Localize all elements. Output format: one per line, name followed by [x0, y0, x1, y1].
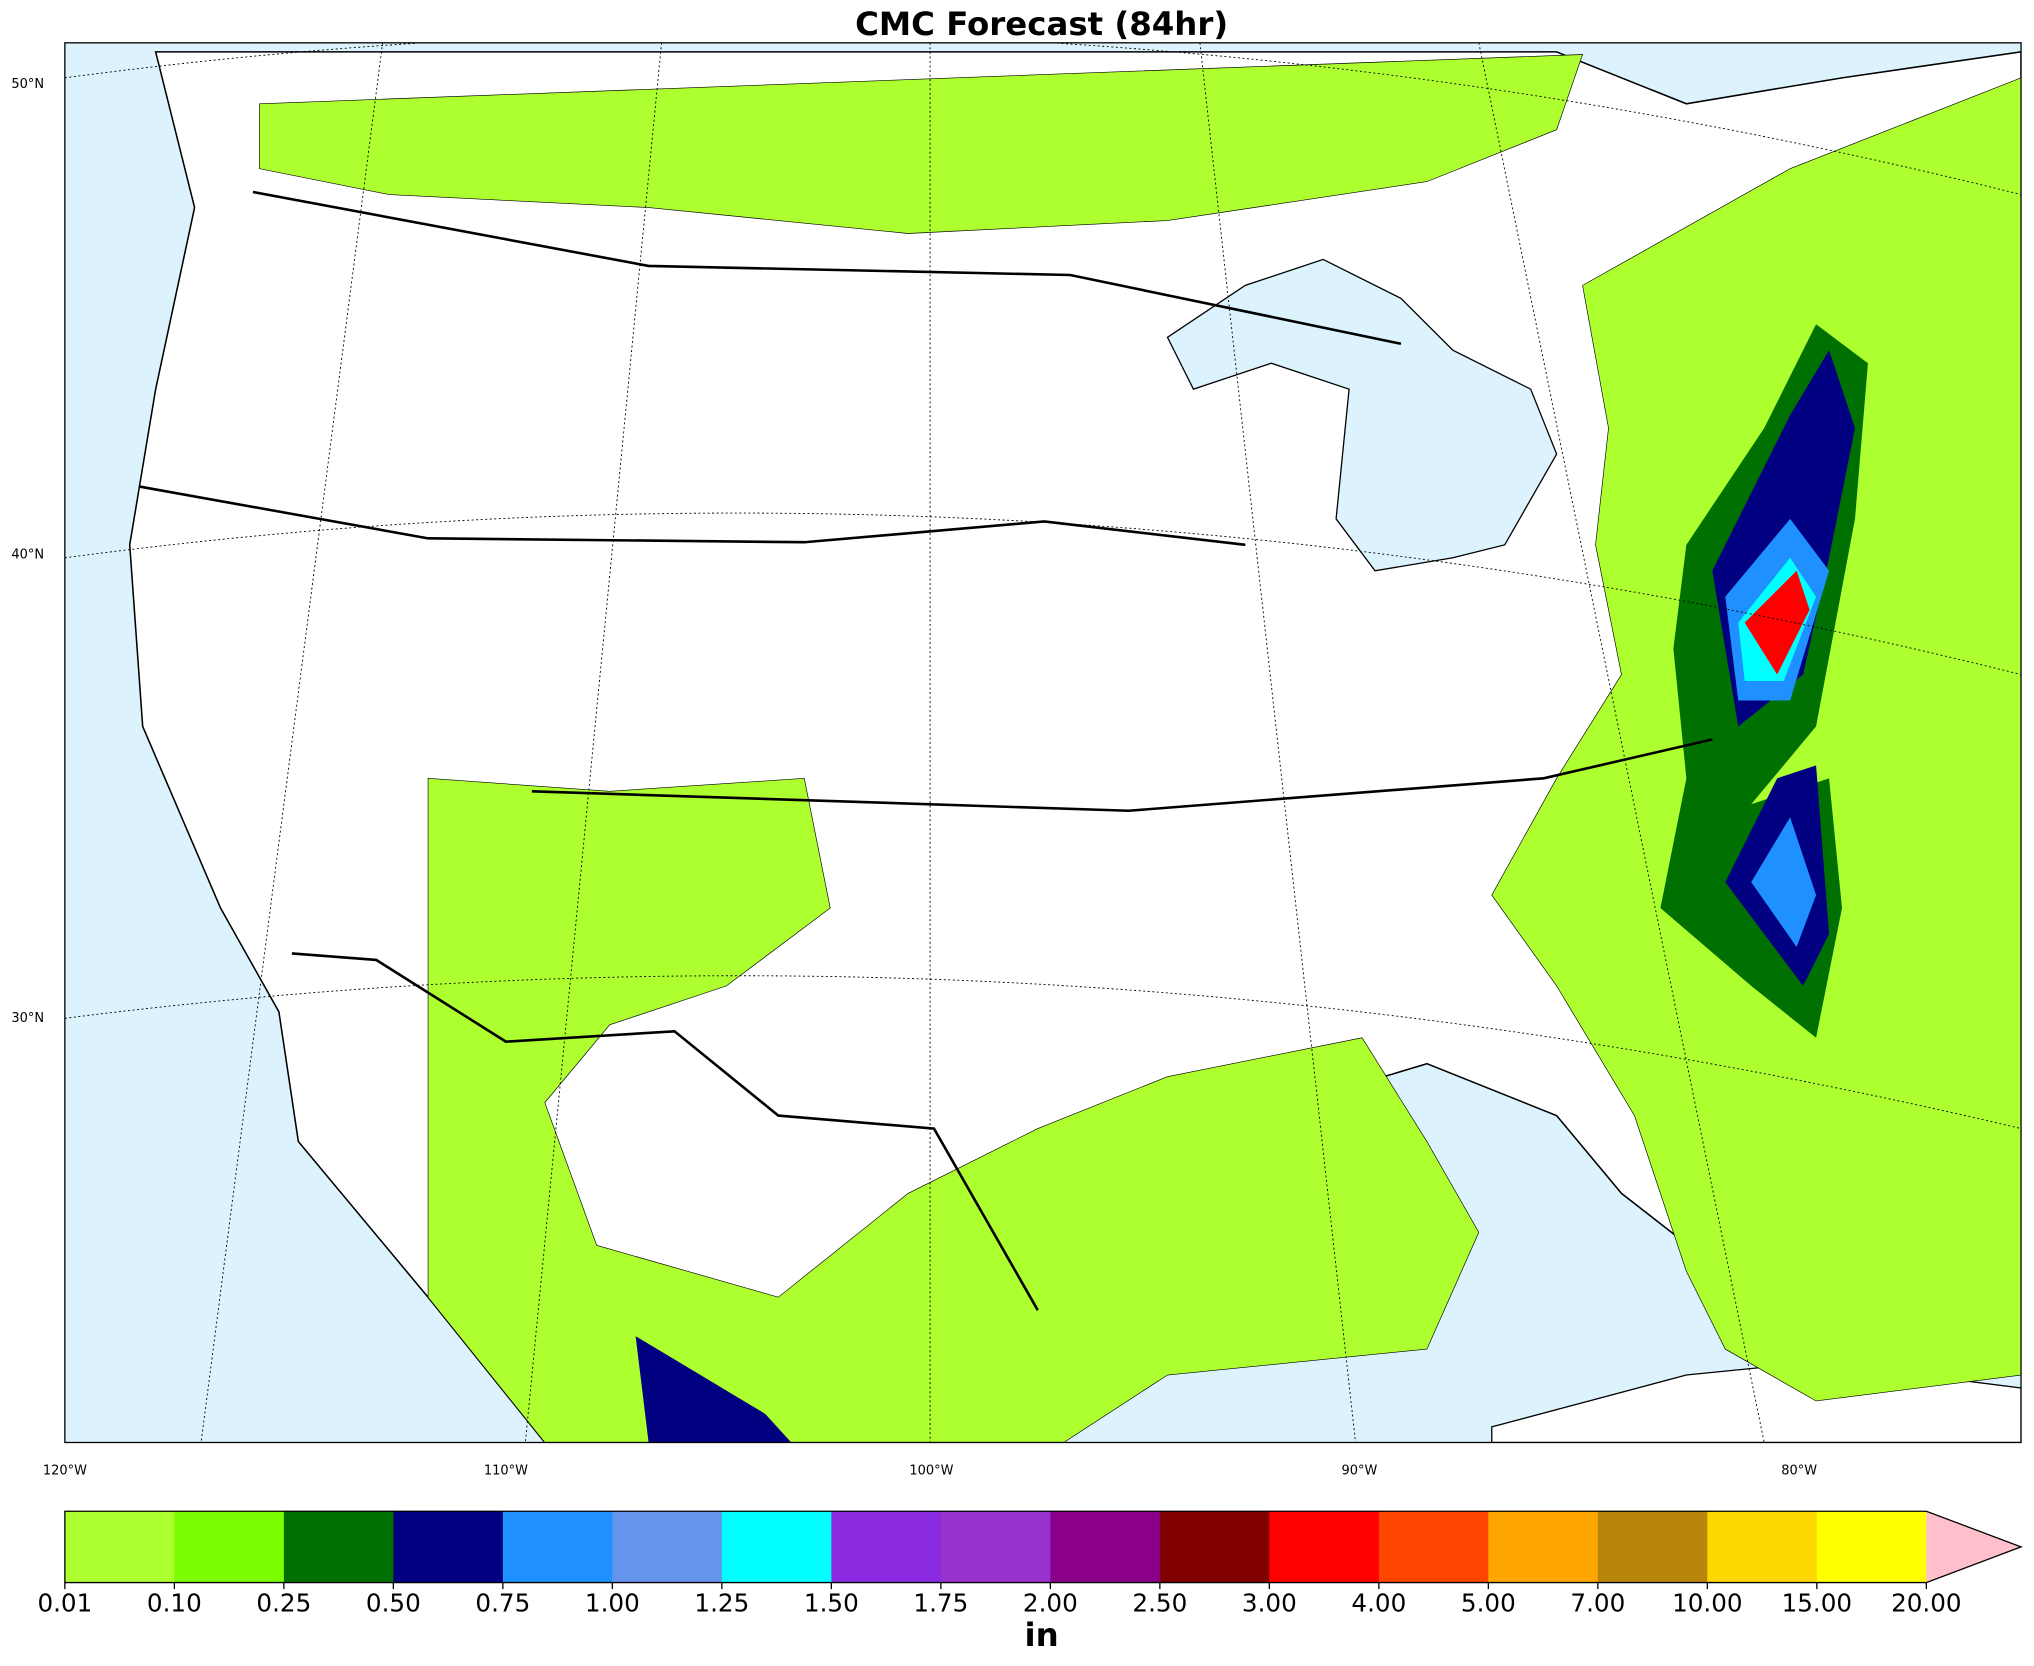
longitude-label: 120°W [43, 1464, 87, 1479]
precip-north [259, 54, 1584, 234]
longitude-label: 110°W [484, 1464, 528, 1479]
longitude-lines [200, 42, 1765, 1443]
longitude-label: 100°W [909, 1464, 953, 1479]
latitude-label: 40°N [11, 548, 44, 563]
colorbar-label: 0.01 [37, 1589, 92, 1618]
colorbar-label: 0.10 [147, 1589, 202, 1618]
colorbar-label: 20.00 [1891, 1589, 1961, 1618]
precip-mexico-core [635, 1336, 792, 1443]
colorbar-cell [1269, 1511, 1380, 1583]
colorbar-label: 2.50 [1132, 1589, 1187, 1618]
colorbar-cell [1159, 1511, 1270, 1583]
colorbar-label: 5.00 [1461, 1589, 1516, 1618]
colorbar-label: 3.00 [1242, 1589, 1297, 1618]
latitude-label: 50°N [11, 77, 44, 92]
colorbar-label: 7.00 [1570, 1589, 1625, 1618]
borders [138, 190, 1713, 1311]
colorbar-label: 0.75 [475, 1589, 530, 1618]
precip-south [427, 777, 1480, 1443]
colorbar-label: 10.00 [1672, 1589, 1742, 1618]
colorbar-extension [1926, 1511, 2022, 1583]
map-area [64, 42, 2022, 1443]
colorbar-cell [283, 1511, 394, 1583]
colorbar-cell [393, 1511, 504, 1583]
colorbar-unit: in [1025, 1616, 1059, 1654]
colorbar-cell [1488, 1511, 1599, 1583]
colorbar-cell [940, 1511, 1051, 1583]
colorbar-label: 1.25 [694, 1589, 749, 1618]
colorbar-label: 4.00 [1351, 1589, 1406, 1618]
longitude-label: 80°W [1781, 1464, 1817, 1479]
colorbar-cell [1378, 1511, 1489, 1583]
colorbar-label: 1.50 [804, 1589, 859, 1618]
colorbar-cell [174, 1511, 285, 1583]
latitude-label: 30°N [11, 1011, 44, 1026]
longitude-label: 90°W [1342, 1464, 1378, 1479]
colorbar-label: 1.75 [913, 1589, 968, 1618]
colorbar-cell [831, 1511, 942, 1583]
colorbar-cell [612, 1511, 723, 1583]
map-frame [64, 42, 2022, 1444]
colorbar-label: 0.25 [256, 1589, 311, 1618]
colorbar-cell [1050, 1511, 1161, 1583]
colorbar-label: 1.00 [585, 1589, 640, 1618]
colorbar-cell [502, 1511, 613, 1583]
map-title: CMC Forecast (84hr) [855, 5, 1228, 43]
colorbar-cell [1707, 1511, 1818, 1583]
colorbar-label: 0.50 [366, 1589, 421, 1618]
great-lakes [1166, 258, 1558, 572]
colorbar-outline [64, 1510, 2023, 1584]
colorbar-cell [1816, 1511, 1927, 1583]
colorbar-label: 15.00 [1782, 1589, 1852, 1618]
colorbar-cell [1597, 1511, 1708, 1583]
colorbar-cell [721, 1511, 832, 1583]
colorbar-label: 2.00 [1023, 1589, 1078, 1618]
colorbar-cell [64, 1511, 175, 1583]
